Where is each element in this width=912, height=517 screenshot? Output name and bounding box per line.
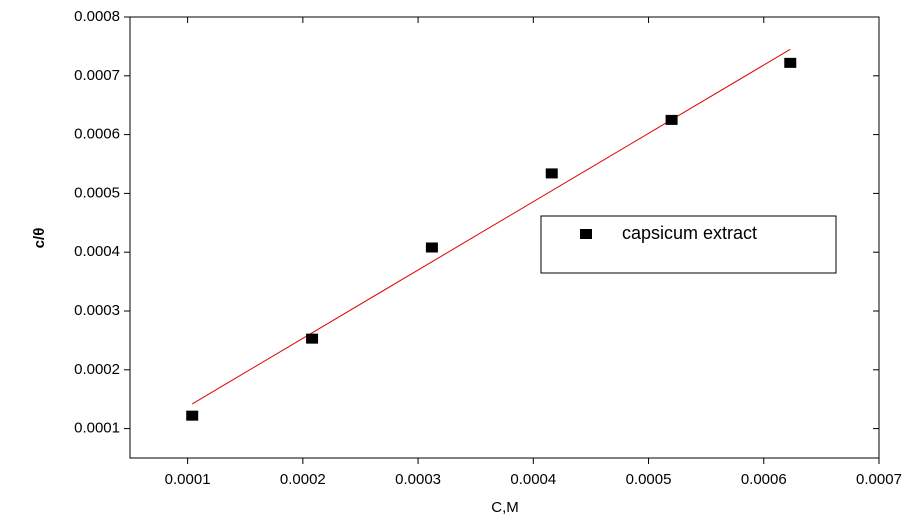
y-tick-label: 0.0007: [74, 67, 120, 84]
data-point: [306, 333, 319, 344]
data-point: [784, 57, 797, 68]
y-tick-label: 0.0006: [74, 126, 120, 143]
y-tick-label: 0.0004: [74, 243, 120, 260]
x-tick-label: 0.0002: [280, 471, 326, 488]
y-tick-label: 0.0002: [74, 361, 120, 378]
y-tick-label: 0.0003: [74, 302, 120, 319]
x-tick-label: 0.0005: [626, 471, 672, 488]
legend-marker: [580, 229, 592, 239]
legend-label: capsicum extract: [622, 223, 757, 243]
fit-line: [191, 48, 791, 405]
x-tick-label: 0.0004: [510, 471, 556, 488]
data-point: [545, 168, 558, 179]
y-tick-label: 0.0008: [74, 8, 120, 25]
x-tick-label: 0.0006: [741, 471, 787, 488]
x-axis-title: C,M: [491, 499, 519, 516]
data-point: [186, 410, 199, 421]
y-tick-label: 0.0005: [74, 184, 120, 201]
legend-box: [540, 215, 837, 274]
data-point: [425, 242, 438, 253]
x-tick-label: 0.0001: [165, 471, 211, 488]
x-tick-label: 0.0003: [395, 471, 441, 488]
plot-frame: [129, 16, 880, 459]
data-point: [665, 114, 678, 125]
y-tick-label: 0.0001: [74, 420, 120, 437]
y-axis-title: c/θ: [31, 228, 48, 249]
x-tick-label: 0.0007: [856, 471, 902, 488]
